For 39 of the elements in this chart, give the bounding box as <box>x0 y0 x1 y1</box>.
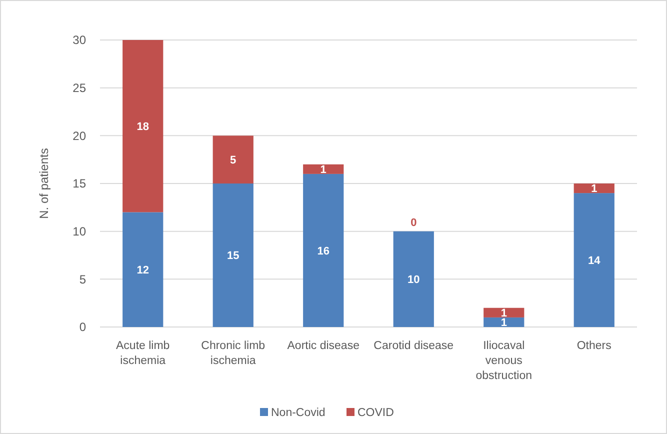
data-label: 1 <box>591 183 598 196</box>
y-tick-label: 25 <box>72 81 86 96</box>
data-label: 10 <box>408 274 420 286</box>
bar <box>484 308 524 318</box>
bar <box>484 317 524 327</box>
bar <box>393 231 434 327</box>
x-tick-label: Chronic limb ischemia <box>201 340 266 367</box>
x-tick-label: Others <box>576 340 612 352</box>
data-label: 16 <box>317 245 330 258</box>
y-tick-label: 30 <box>72 33 86 48</box>
bar <box>303 164 344 174</box>
legend-label: COVID <box>358 407 394 420</box>
data-label: 0 <box>410 217 417 230</box>
y-tick-label: 10 <box>72 224 86 239</box>
legend-label: Non-Covid <box>271 407 326 420</box>
bar <box>303 174 344 327</box>
x-tick-label: Acute limb ischemia <box>116 340 170 367</box>
x-tick-label: Iliocaval venous obstruction <box>476 340 532 382</box>
bar <box>122 212 164 327</box>
bar <box>212 136 254 184</box>
data-label: 15 <box>226 250 240 262</box>
y-tick-label: 20 <box>72 128 86 143</box>
data-label: 5 <box>230 154 236 166</box>
bar <box>122 40 164 212</box>
y-tick-label: 15 <box>72 176 86 191</box>
data-label: 18 <box>136 120 149 133</box>
data-label: 14 <box>588 254 602 267</box>
data-label: 12 <box>136 264 149 276</box>
y-axis-title: N. of patients <box>37 148 51 219</box>
bar <box>574 193 614 327</box>
data-label: 1 <box>500 317 507 330</box>
y-tick-label: 5 <box>79 272 86 286</box>
x-tick-label: Aortic disease <box>287 340 360 352</box>
bar <box>212 184 254 327</box>
y-tick-label: 0 <box>79 320 86 334</box>
x-tick-label: Carotid disease <box>374 340 454 352</box>
data-label: 1 <box>320 164 326 176</box>
data-label: 1 <box>500 308 507 320</box>
bar <box>574 184 614 194</box>
